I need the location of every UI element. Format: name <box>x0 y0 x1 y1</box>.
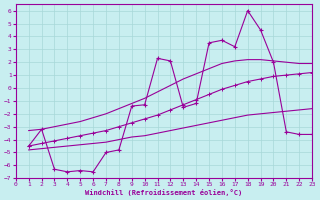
X-axis label: Windchill (Refroidissement éolien,°C): Windchill (Refroidissement éolien,°C) <box>85 189 243 196</box>
